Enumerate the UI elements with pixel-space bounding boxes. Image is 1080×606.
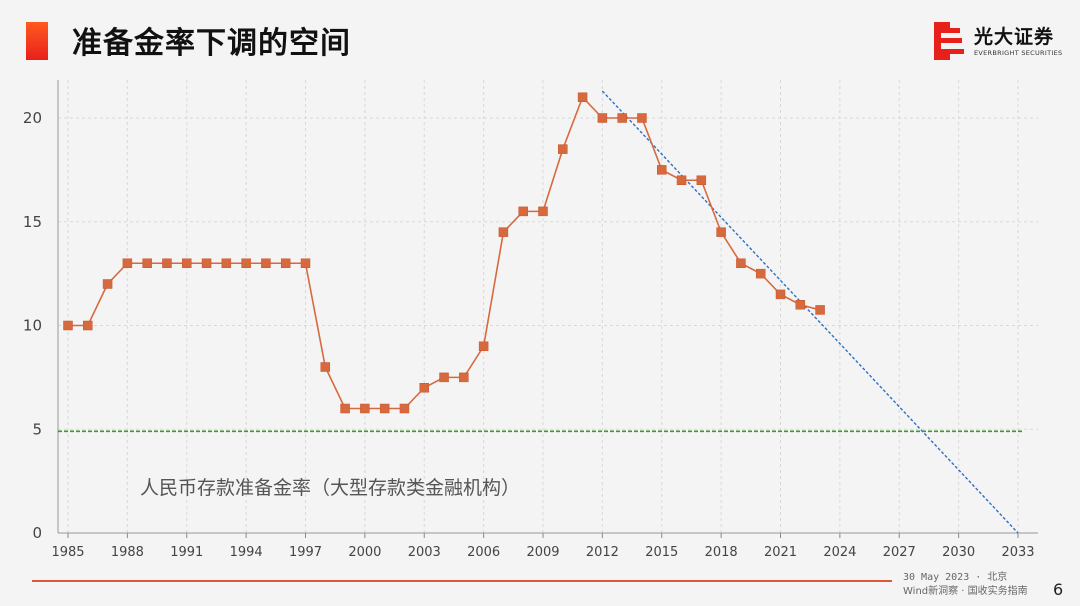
brand-logo: 光大证券 EVERBRIGHT SECURITIES — [934, 22, 1074, 62]
data-point — [795, 300, 806, 310]
data-point — [360, 403, 370, 414]
x-tick-label: 2021 — [764, 545, 797, 560]
data-point — [597, 113, 608, 123]
data-point — [478, 341, 489, 351]
data-point — [716, 227, 726, 237]
x-tick-label: 2027 — [883, 545, 916, 560]
data-point — [399, 403, 410, 414]
data-point — [637, 113, 647, 123]
y-tick-label: 10 — [23, 317, 42, 335]
x-tick-labels: 1985 1988 1991 1994 1997 2000 2003 2006 2009 2012… — [51, 545, 1034, 560]
x-tick-label: 1994 — [230, 545, 263, 560]
data-point — [498, 227, 509, 237]
data-point — [201, 258, 212, 268]
y-tick-label: 5 — [32, 420, 42, 438]
y-tick-labels: 0 5 10 15 20 — [23, 109, 42, 542]
x-tick-label: 1997 — [289, 545, 322, 560]
series-line — [68, 95, 821, 410]
axes — [57, 80, 1038, 538]
x-tick-label: 2009 — [526, 545, 559, 560]
logo-name-en: EVERBRIGHT SECURITIES — [974, 49, 1063, 57]
x-tick-label: 2012 — [586, 545, 619, 560]
trend-line-group — [601, 90, 1019, 534]
x-tick-label: 2018 — [705, 545, 738, 560]
data-point — [577, 92, 588, 102]
data-point — [676, 175, 687, 185]
x-tick-label: 2030 — [942, 545, 975, 560]
x-tick-label: 1991 — [170, 545, 203, 560]
data-point — [696, 175, 707, 185]
series-group — [63, 92, 825, 414]
data-point — [419, 383, 429, 393]
page-title: 准备金率下调的空间 — [72, 26, 351, 61]
footer-divider — [32, 580, 892, 582]
data-point — [617, 113, 627, 123]
y-tick-label: 15 — [23, 213, 42, 231]
footer-date: 30 May 2023 · 北京 — [903, 572, 1008, 583]
data-point — [775, 289, 786, 300]
data-point — [518, 206, 528, 217]
x-tick-label: 2006 — [467, 545, 500, 560]
data-point — [63, 320, 73, 331]
x-tick-label: 1988 — [111, 545, 144, 560]
data-point — [122, 258, 133, 268]
logo-mark-icon — [934, 22, 964, 60]
y-tick-label: 0 — [32, 524, 42, 542]
data-point — [558, 144, 568, 154]
data-point — [815, 305, 825, 315]
data-point — [657, 165, 667, 175]
x-tick-label: 2000 — [348, 545, 381, 560]
series-annotation: 人民币存款准备金率（大型存款类金融机构） — [140, 477, 520, 499]
data-point — [280, 258, 291, 268]
x-tick-label: 2015 — [645, 545, 678, 560]
y-tick-label: 20 — [23, 109, 42, 127]
data-point — [439, 372, 449, 383]
grid-lines — [58, 80, 1038, 533]
data-point — [142, 258, 152, 268]
data-point — [241, 258, 251, 268]
data-point — [182, 258, 192, 268]
data-point — [538, 206, 548, 217]
data-point — [459, 372, 469, 383]
data-point — [300, 258, 311, 268]
data-point — [340, 403, 350, 414]
data-point — [162, 258, 172, 268]
x-tick-label: 2033 — [1001, 545, 1034, 560]
data-point — [221, 258, 232, 268]
data-point — [102, 279, 113, 289]
data-point — [379, 403, 390, 414]
data-point — [736, 258, 746, 268]
data-point — [83, 320, 93, 331]
x-tick-label: 2003 — [408, 545, 441, 560]
title-accent-bar — [26, 22, 48, 60]
x-tick-label: 1985 — [51, 545, 84, 560]
data-point — [320, 362, 331, 372]
data-point — [755, 268, 766, 279]
data-point — [261, 258, 271, 268]
footer-source: Wind新洞察 · 国收实务指南 — [903, 586, 1028, 597]
trend-line — [601, 90, 1019, 534]
x-tick-label: 2024 — [823, 545, 856, 560]
logo-name-cn: 光大证券 — [974, 26, 1055, 48]
page-number: 6 — [1053, 580, 1064, 599]
